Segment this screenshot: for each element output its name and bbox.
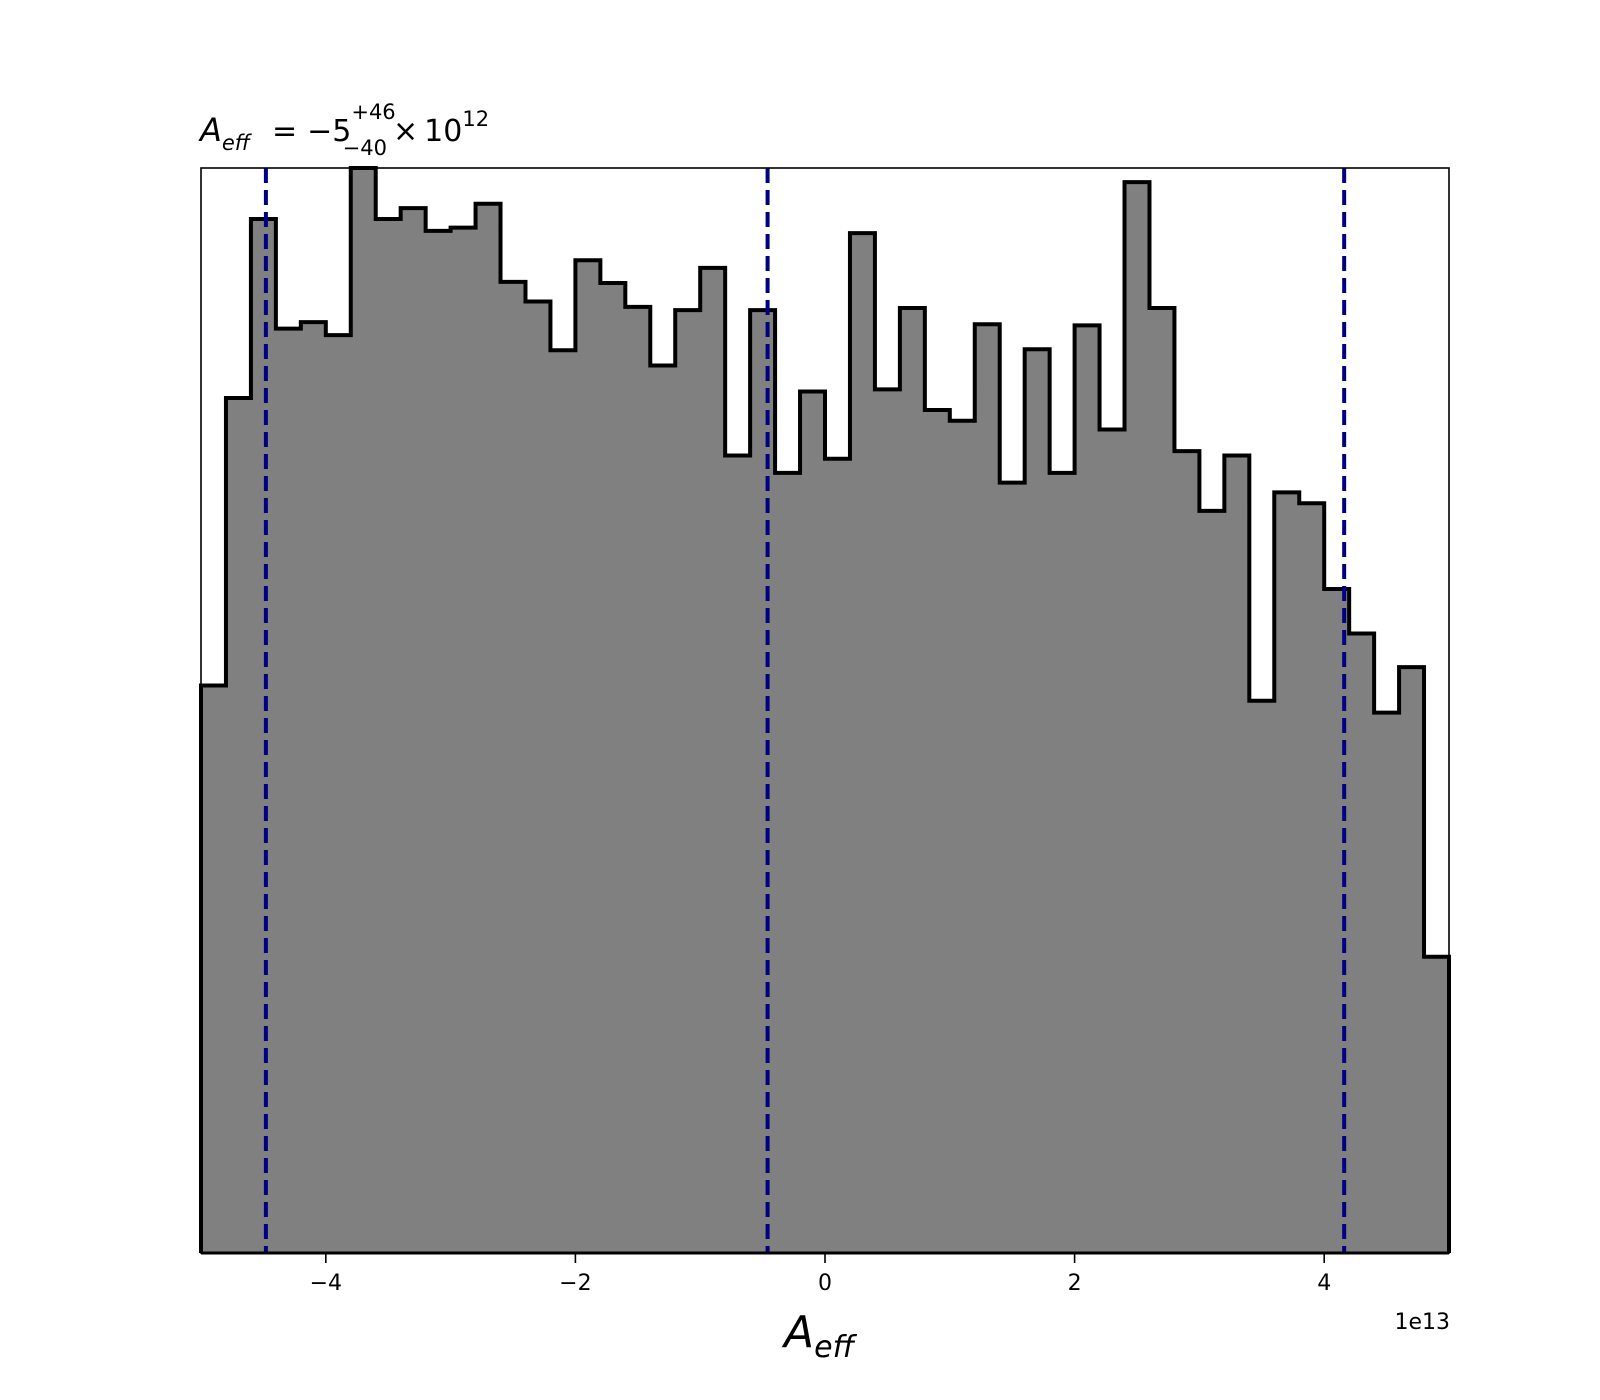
histogram-bar: [1349, 633, 1375, 1253]
histogram-bar: [1199, 510, 1225, 1253]
xlabel-symbol: A: [781, 1307, 814, 1358]
quantile-lines: [263, 168, 1347, 1253]
histogram-bar: [400, 208, 427, 1253]
histogram-outline: [199, 166, 1451, 1253]
histogram-bar: [1149, 307, 1176, 1254]
histogram-bar: [1399, 667, 1425, 1253]
histogram-bar: [700, 267, 726, 1253]
histogram-bar: [1274, 492, 1300, 1253]
histogram-bar: [1249, 700, 1275, 1253]
histogram-bar: [575, 260, 601, 1254]
xlabel-subscript: eff: [814, 1330, 857, 1365]
histogram-bar: [1224, 455, 1250, 1253]
chart-title: Aeff = −5+46 −40 × 1012: [198, 100, 489, 160]
histogram-bar: [325, 335, 352, 1254]
histogram-bar: [800, 391, 826, 1253]
histogram-bar: [1049, 472, 1076, 1253]
histogram-bar: [300, 322, 327, 1253]
histogram-bar: [650, 365, 676, 1254]
histogram-bar: [949, 420, 976, 1253]
x-axis-label: Aeff: [781, 1307, 858, 1365]
title-symbol-subscript: eff: [222, 131, 253, 155]
histogram-bar: [675, 310, 701, 1253]
histogram-bar: [625, 306, 651, 1253]
x-tick-label: 0: [818, 1271, 832, 1296]
histogram-bar: [849, 233, 876, 1254]
histogram-bar: [201, 685, 227, 1253]
title-upper-error: +46: [351, 100, 395, 124]
histogram-bar: [1424, 956, 1450, 1253]
title-symbol: A: [198, 111, 222, 149]
x-tick-label: −2: [559, 1271, 591, 1296]
title-lower-error: −40: [343, 136, 387, 160]
x-tick-label: −4: [310, 1271, 342, 1296]
histogram-bar: [825, 458, 851, 1253]
histogram-bar: [500, 281, 527, 1253]
histogram-bar: [375, 218, 402, 1253]
x-tick-label: 2: [1068, 1271, 1082, 1296]
histogram-bar: [600, 283, 626, 1253]
title-equals: =: [272, 114, 297, 149]
histogram-bar: [250, 218, 277, 1253]
histogram-bar: [1174, 451, 1200, 1253]
histogram-bar: [225, 398, 252, 1253]
histogram-bar: [1124, 182, 1151, 1254]
title-value: −5: [307, 114, 351, 149]
histogram-bar: [775, 472, 801, 1253]
histogram-bar: [1074, 325, 1101, 1253]
title-times: ×: [393, 114, 418, 149]
histogram-bar: [350, 168, 377, 1253]
histogram-bar: [924, 409, 951, 1254]
histogram-bar: [550, 350, 576, 1253]
histogram-bar: [974, 324, 1001, 1253]
histogram-bar: [525, 301, 552, 1254]
histogram-bar: [275, 328, 302, 1254]
histogram-bar: [725, 455, 751, 1253]
histogram-bar: [1299, 503, 1325, 1253]
histogram-bars: [201, 168, 1450, 1254]
histogram-bar: [1374, 712, 1400, 1253]
x-tick-label: 4: [1317, 1271, 1331, 1296]
histogram-bar: [750, 310, 776, 1253]
title-exponent: 12: [462, 107, 489, 131]
histogram-bar: [1099, 429, 1126, 1253]
x-axis-offset-text: 1e13: [1394, 1310, 1450, 1335]
histogram-bar: [999, 482, 1026, 1253]
histogram-bar: [899, 307, 926, 1254]
histogram-bar: [1024, 349, 1051, 1253]
histogram-bar: [425, 230, 452, 1253]
histogram-bar: [475, 203, 502, 1254]
histogram-bar: [450, 227, 477, 1253]
histogram-bar: [874, 389, 901, 1254]
title-base: 10: [424, 114, 462, 149]
x-axis-ticks: −4 −2 0 2 4: [310, 1253, 1331, 1296]
